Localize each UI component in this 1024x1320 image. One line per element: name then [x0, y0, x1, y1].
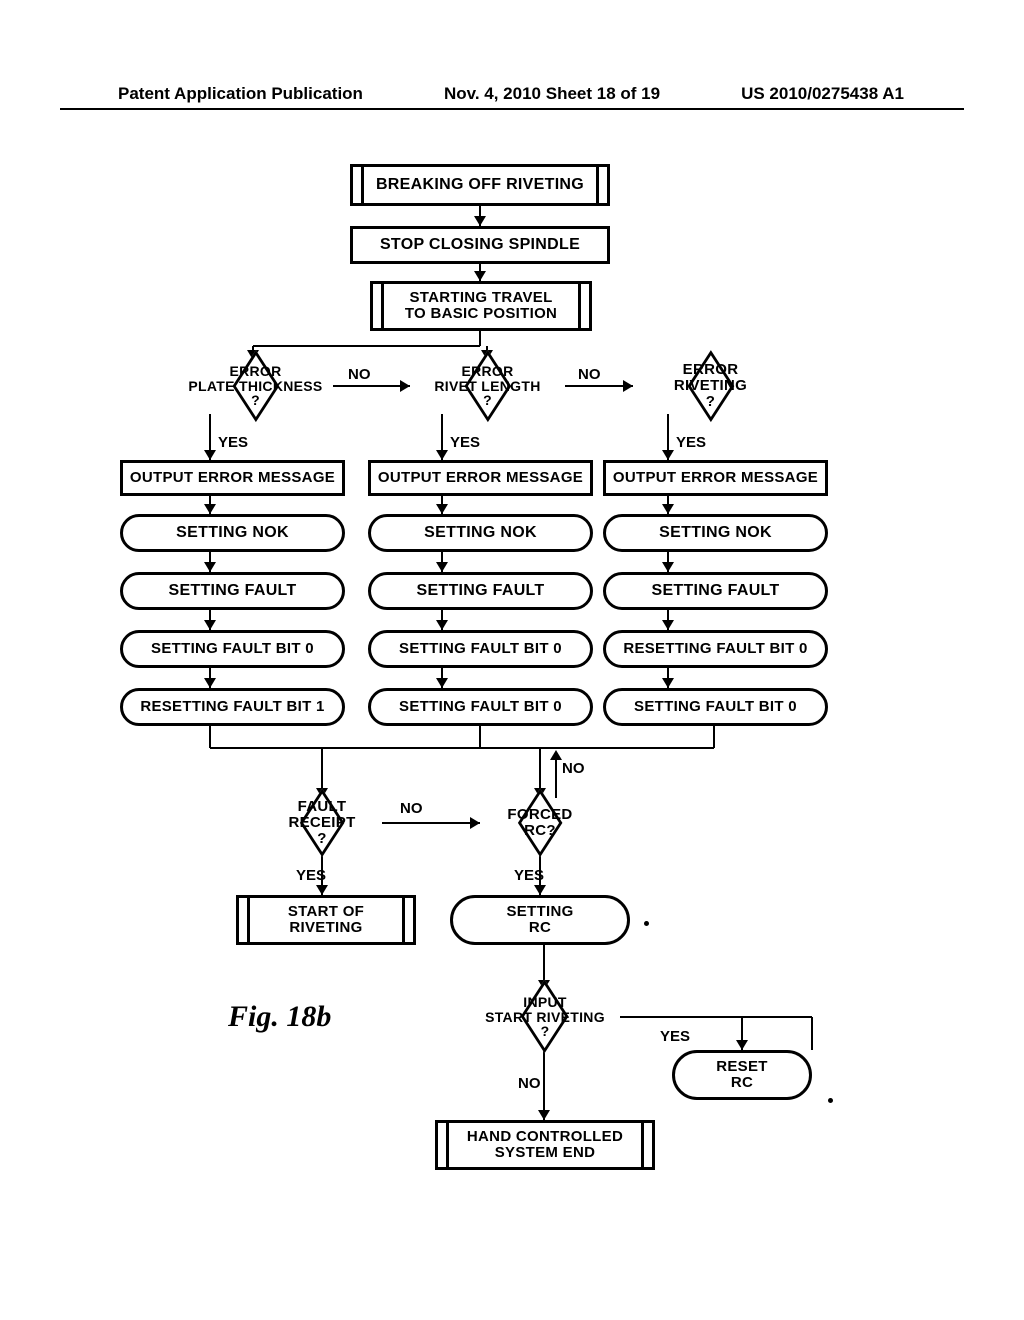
node-s2c: SETTING FAULT BIT 0: [368, 630, 593, 668]
branch-label-d1-no: NO: [348, 366, 371, 383]
flowchart-canvas: BREAKING OFF RIVETING STOP CLOSING SPINDL…: [0, 0, 1024, 1320]
branch-label-d5-yes: YES: [514, 867, 544, 884]
node-s2d: SETTING FAULT BIT 0: [368, 688, 593, 726]
node-s2a: SETTING NOK: [368, 514, 593, 552]
node-n2: STOP CLOSING SPINDLE: [350, 226, 610, 264]
branch-label-d3-yes: YES: [676, 434, 706, 451]
node-r1: START OFRIVETING: [236, 895, 416, 945]
node-s1c: SETTING FAULT BIT 0: [120, 630, 345, 668]
node-d1: ERRORPLATE THICKNESS?: [178, 357, 333, 415]
decision-label: FORCEDRC?: [480, 795, 600, 851]
node-n3: STARTING TRAVELTO BASIC POSITION: [370, 281, 592, 331]
branch-label-d2-no: NO: [578, 366, 601, 383]
figure-label: Fig. 18b: [228, 1000, 331, 1034]
node-s3a: SETTING NOK: [603, 514, 828, 552]
branch-label-d4-no: NO: [400, 800, 423, 817]
node-s1d: RESETTING FAULT BIT 1: [120, 688, 345, 726]
branch-label-d6-no: NO: [518, 1075, 541, 1092]
node-e2: OUTPUT ERROR MESSAGE: [368, 460, 593, 496]
node-s1a: SETTING NOK: [120, 514, 345, 552]
decision-label: FAULTRECEIPT?: [262, 795, 382, 851]
node-r3: RESETRC: [672, 1050, 812, 1100]
dot: [644, 921, 649, 926]
branch-label-d4-yes: YES: [296, 867, 326, 884]
decision-label: ERRORPLATE THICKNESS?: [178, 357, 333, 415]
branch-label-d2-yes: YES: [450, 434, 480, 451]
node-d3: ERRORRIVETING?: [633, 357, 788, 415]
node-e1: OUTPUT ERROR MESSAGE: [120, 460, 345, 496]
node-s3d: SETTING FAULT BIT 0: [603, 688, 828, 726]
node-s2b: SETTING FAULT: [368, 572, 593, 610]
node-d6: INPUTSTART RIVETING?: [470, 987, 620, 1047]
decision-label: ERRORRIVETING?: [633, 357, 788, 415]
decision-label: ERRORRIVET LENGTH?: [410, 357, 565, 415]
branch-label-d1-yes: YES: [218, 434, 248, 451]
node-r2: SETTINGRC: [450, 895, 630, 945]
node-s3b: SETTING FAULT: [603, 572, 828, 610]
node-s1b: SETTING FAULT: [120, 572, 345, 610]
node-end: HAND CONTROLLEDSYSTEM END: [435, 1120, 655, 1170]
branch-label-d6-yes: YES: [660, 1028, 690, 1045]
node-s3c: RESETTING FAULT BIT 0: [603, 630, 828, 668]
node-d5: FORCEDRC?: [480, 795, 600, 851]
branch-label-d5-no: NO: [562, 760, 585, 777]
node-d4: FAULTRECEIPT?: [262, 795, 382, 851]
patent-page: Patent Application Publication Nov. 4, 2…: [0, 0, 1024, 1320]
node-n1: BREAKING OFF RIVETING: [350, 164, 610, 206]
dot-2: [828, 1098, 833, 1103]
node-e3: OUTPUT ERROR MESSAGE: [603, 460, 828, 496]
node-d2: ERRORRIVET LENGTH?: [410, 357, 565, 415]
decision-label: INPUTSTART RIVETING?: [470, 987, 620, 1047]
